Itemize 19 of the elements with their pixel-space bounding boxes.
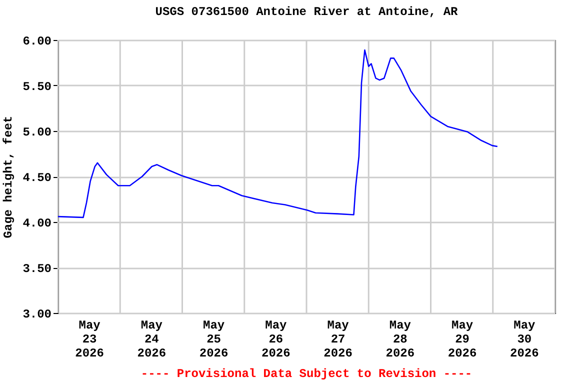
y-tick-label: 3.50 <box>22 262 52 276</box>
x-tick-label: May 25 2026 <box>199 318 228 360</box>
y-tick-label: 6.00 <box>22 34 52 48</box>
x-tick-label: May 26 2026 <box>262 318 290 360</box>
y-tick-label: 5.50 <box>22 80 52 94</box>
x-tick-label: May 23 2026 <box>75 318 104 360</box>
x-tick-label: May 28 2026 <box>386 318 415 360</box>
y-tick-label: 4.50 <box>22 171 52 185</box>
x-tick-label: May 24 2026 <box>137 318 166 360</box>
chart-title: USGS 07361500 Antoine River at Antoine, AR <box>155 5 459 19</box>
y-axis-title: Gage height, feet <box>2 116 16 238</box>
x-tick-label: May 27 2026 <box>324 318 352 360</box>
line-series <box>58 49 498 218</box>
y-tick-label: 5.00 <box>22 126 52 140</box>
x-tick-label: May 30 2026 <box>510 318 539 360</box>
y-tick-label: 3.00 <box>22 308 52 322</box>
x-tick-label: May 29 2026 <box>448 318 477 360</box>
text: ---- Provisional Data Subject to Revision ---- <box>140 367 472 381</box>
y-tick-label: 4.00 <box>22 216 52 230</box>
